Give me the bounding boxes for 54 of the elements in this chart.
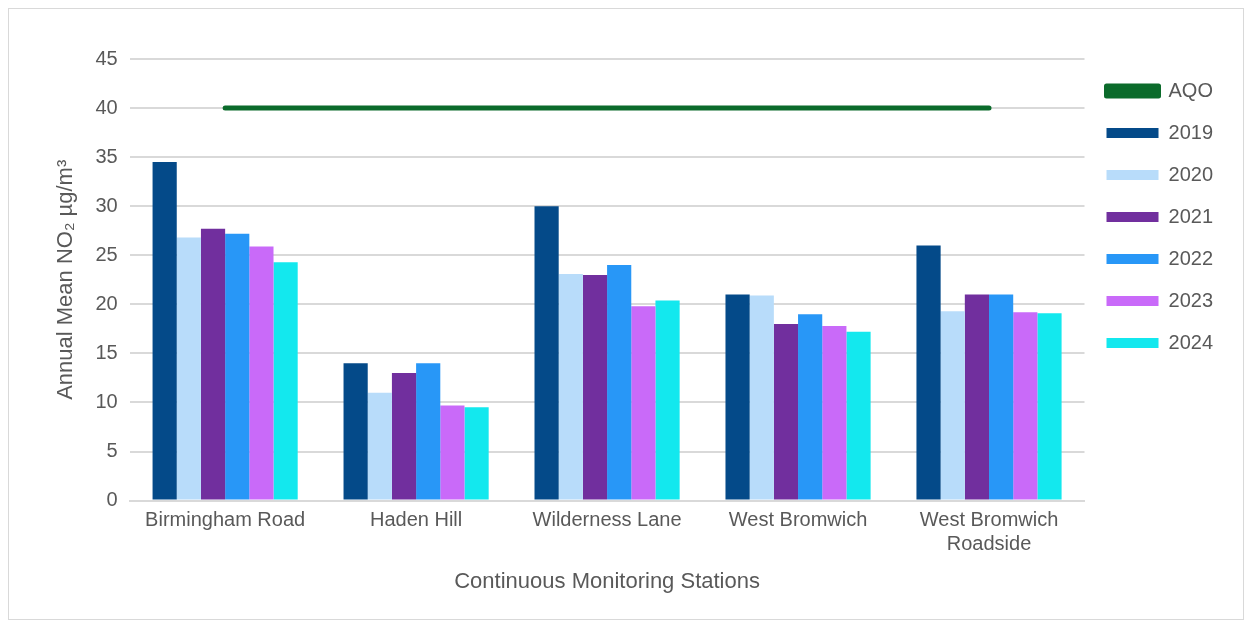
bar xyxy=(464,407,489,500)
y-tick-label: 35 xyxy=(95,144,118,167)
bar xyxy=(225,233,250,500)
bar xyxy=(249,246,274,500)
legend-label: 2021 xyxy=(1168,204,1214,227)
y-axis-title: Annual Mean NO₂ µg/m³ xyxy=(52,159,78,400)
x-tick-label: West Bromwich xyxy=(728,508,868,531)
y-tick-label: 0 xyxy=(106,488,118,511)
bar xyxy=(631,306,656,500)
bar xyxy=(725,294,750,500)
bar xyxy=(176,237,201,500)
bar xyxy=(749,295,774,500)
bar xyxy=(200,228,226,500)
bar xyxy=(440,405,465,500)
bar xyxy=(846,331,871,500)
y-tick-label: 25 xyxy=(95,242,118,265)
bar xyxy=(367,392,392,500)
y-tick-label: 10 xyxy=(95,389,118,412)
bar xyxy=(582,274,608,500)
bar xyxy=(964,294,990,500)
bar xyxy=(607,265,632,500)
legend-label: 2020 xyxy=(1168,162,1214,185)
y-tick-label: 5 xyxy=(106,439,118,462)
bar xyxy=(1037,313,1062,500)
bar xyxy=(989,294,1014,500)
bar xyxy=(534,206,559,500)
y-tick-label: 40 xyxy=(95,95,118,118)
x-tick-label: Birmingham Road xyxy=(145,508,306,531)
legend-label: 2019 xyxy=(1168,120,1214,143)
x-tick-label: Wilderness Lane xyxy=(532,508,682,531)
legend-label: 2022 xyxy=(1168,246,1214,269)
bar xyxy=(152,162,177,500)
y-tick-label: 30 xyxy=(95,193,118,216)
bar xyxy=(822,325,847,500)
x-tick-label: West Bromwich Roadside xyxy=(919,508,1059,555)
bar xyxy=(558,273,583,500)
bar xyxy=(1013,312,1038,500)
x-tick-label: Haden Hill xyxy=(369,508,463,531)
y-tick-label: 45 xyxy=(95,46,118,69)
bar xyxy=(655,300,680,500)
bar xyxy=(798,314,823,500)
x-axis-title: Continuous Monitoring Stations xyxy=(454,567,760,593)
y-tick-label: 15 xyxy=(95,340,118,363)
bar xyxy=(416,363,441,500)
legend-label: 2024 xyxy=(1168,330,1214,353)
bar xyxy=(940,311,965,500)
bar xyxy=(916,245,941,500)
bar xyxy=(273,262,298,500)
legend-label: AQO xyxy=(1168,78,1213,101)
bar xyxy=(391,373,417,500)
bar xyxy=(343,363,368,500)
y-tick-label: 20 xyxy=(95,291,118,314)
bar xyxy=(773,323,799,500)
legend-label: 2023 xyxy=(1168,288,1214,311)
